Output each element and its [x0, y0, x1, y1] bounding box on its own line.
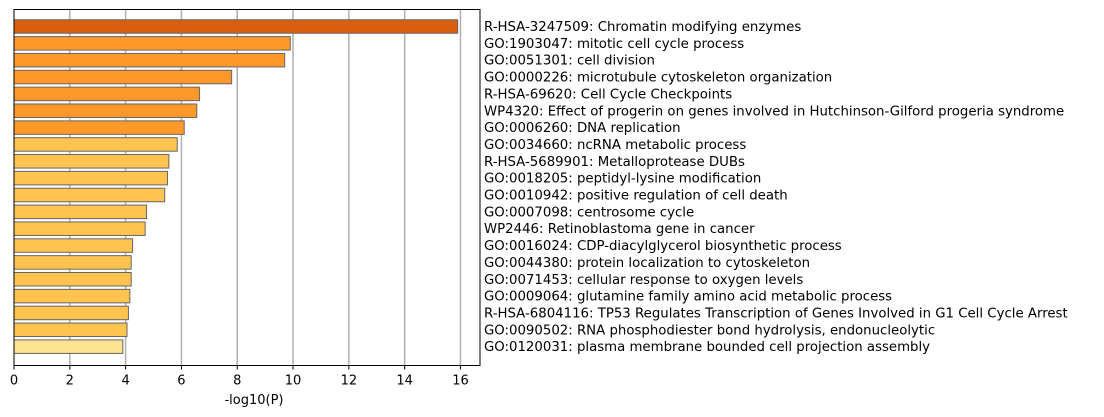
bar	[13, 288, 131, 304]
bar	[13, 255, 132, 270]
bar	[13, 120, 185, 135]
category-label: GO:0009064: glutamine family amino acid …	[484, 290, 892, 305]
x-tick-label: 14	[396, 374, 413, 389]
category-label: R-HSA-3247509: Chromatin modifying enzym…	[484, 20, 801, 35]
bar	[13, 86, 201, 102]
bar	[13, 69, 233, 85]
x-tick-label: 2	[66, 374, 74, 389]
bar	[13, 137, 178, 152]
x-tick-label: 10	[285, 374, 302, 389]
category-label: GO:0018205: peptidyl-lysine modification	[484, 172, 761, 187]
bar	[13, 305, 129, 321]
category-label: GO:0010942: positive regulation of cell …	[484, 189, 788, 204]
bar	[13, 154, 170, 169]
x-tick-label: 6	[177, 374, 185, 389]
bar	[13, 221, 146, 236]
x-axis-ticks: 0 2 4 6 8 10 12 14 16	[10, 365, 469, 389]
category-label: GO:0051301: cell division	[484, 54, 655, 69]
category-label: GO:0090502: RNA phosphodiester bond hydr…	[484, 323, 935, 338]
bar	[13, 19, 459, 34]
bar	[13, 339, 124, 354]
category-label: GO:1903047: mitotic cell cycle process	[484, 37, 744, 52]
category-label: GO:0120031: plasma membrane bounded cell…	[484, 340, 930, 355]
x-tick-label: 12	[341, 374, 358, 389]
bar	[13, 272, 132, 287]
category-labels: R-HSA-3247509: Chromatin modifying enzym…	[484, 20, 1068, 355]
x-axis-label: -log10(P)	[224, 393, 283, 408]
bar	[13, 187, 166, 203]
category-label: GO:0044380: protein localization to cyto…	[484, 256, 810, 271]
category-label: GO:0006260: DNA replication	[484, 121, 681, 136]
bar	[13, 322, 128, 338]
bar	[13, 36, 291, 51]
category-label: GO:0000226: microtubule cytoskeleton org…	[484, 71, 832, 86]
grid-lines	[69, 9, 462, 366]
bar	[13, 52, 286, 68]
bar	[13, 238, 134, 253]
category-label: R-HSA-69620: Cell Cycle Checkpoints	[484, 87, 732, 102]
bars	[13, 19, 459, 354]
x-tick-label: 0	[10, 374, 18, 389]
plot-frame	[13, 9, 481, 366]
category-label: R-HSA-6804116: TP53 Regulates Transcript…	[484, 306, 1068, 321]
category-label: GO:0007098: centrosome cycle	[484, 205, 694, 220]
category-label: GO:0016024: CDP-diacylglycerol biosynthe…	[484, 239, 842, 254]
category-label: WP4320: Effect of progerin on genes invo…	[484, 104, 1064, 119]
bar	[13, 170, 168, 186]
category-label: R-HSA-5689901: Metalloprotease DUBs	[484, 155, 745, 170]
category-label: GO:0034660: ncRNA metabolic process	[484, 138, 746, 153]
bar	[13, 204, 148, 220]
bar	[13, 103, 198, 118]
category-label: GO:0071453: cellular response to oxygen …	[484, 273, 803, 288]
x-tick-label: 4	[121, 374, 129, 389]
category-label: WP2446: Retinoblastoma gene in cancer	[484, 222, 755, 237]
x-tick-label: 8	[233, 374, 241, 389]
x-tick-label: 16	[452, 374, 469, 389]
